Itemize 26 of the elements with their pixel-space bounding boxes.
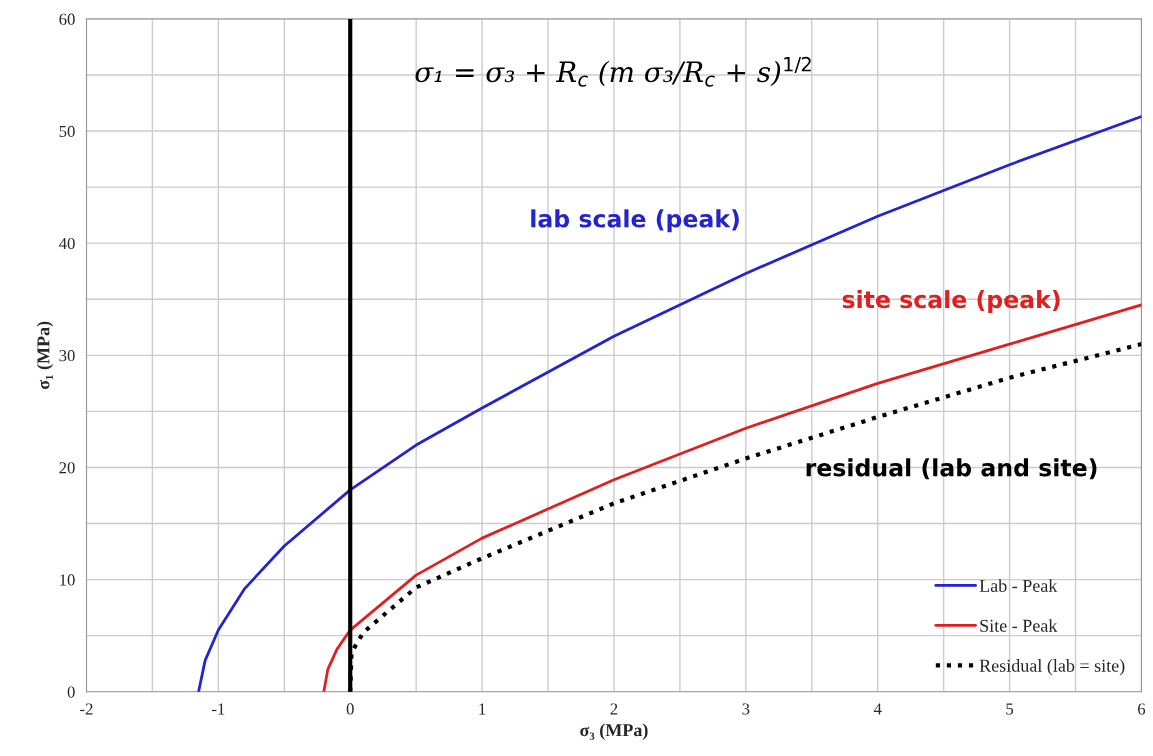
x-tick-label: 1 [479, 703, 486, 715]
line-series [197, 115, 1142, 692]
x-tick-label: -1 [212, 703, 225, 715]
x-tick-label: 3 [742, 703, 750, 715]
legend-label: Lab - Peak [979, 579, 1058, 592]
x-tick-label: -2 [80, 703, 93, 715]
annotation: residual (lab and site) [806, 458, 1097, 480]
legend-label: Site - Peak [980, 619, 1058, 632]
legend-label: Residual (lab = site) [979, 659, 1125, 676]
y-axis-title: σ₁ (MPa) [36, 321, 54, 390]
x-tick-label: 5 [1006, 703, 1014, 715]
y-tick-label: 10 [60, 574, 75, 586]
annotation: site scale (peak) [842, 290, 1060, 313]
x-tick-label: 4 [873, 703, 882, 715]
y-tick-label: 40 [59, 237, 75, 250]
x-axis-title: σ₃ (MPa) [580, 723, 648, 740]
y-tick-label: 30 [59, 350, 75, 362]
x-tick-label: 0 [346, 703, 354, 715]
x-tick-label: 2 [610, 703, 618, 715]
y-tick-label: 20 [59, 462, 75, 474]
y-tick-label: 60 [59, 13, 75, 25]
x-tick-label: 6 [1138, 703, 1146, 715]
y-tick-label: 50 [59, 125, 75, 137]
y-tick-label: 0 [67, 686, 75, 698]
annotation: lab scale (peak) [531, 209, 739, 233]
annotation: σ₁ = σ₃ + R$_{c}$ (m σ₃/R$_{c}$ + s)$^{1/2}$ [415, 56, 811, 87]
